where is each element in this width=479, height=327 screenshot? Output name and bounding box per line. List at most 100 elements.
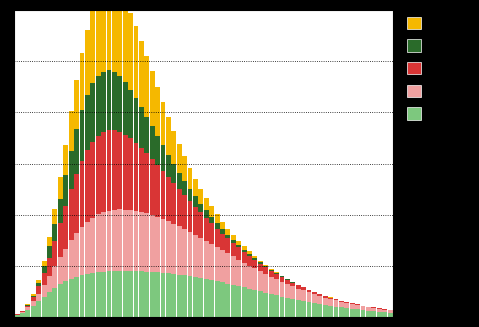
Bar: [123, 271, 127, 317]
Bar: [296, 285, 301, 288]
Bar: [301, 290, 306, 301]
Bar: [333, 299, 339, 301]
Bar: [323, 305, 328, 317]
Bar: [242, 250, 247, 252]
Bar: [290, 283, 295, 286]
Bar: [144, 56, 149, 116]
Bar: [112, 271, 117, 317]
Bar: [333, 301, 339, 307]
Bar: [25, 307, 30, 310]
Bar: [301, 287, 306, 290]
Bar: [160, 171, 165, 219]
Bar: [166, 177, 171, 221]
Bar: [220, 222, 225, 229]
Bar: [355, 304, 360, 305]
Bar: [63, 175, 68, 206]
Bar: [344, 308, 349, 317]
Bar: [188, 276, 193, 317]
Bar: [177, 226, 182, 275]
Bar: [366, 306, 371, 307]
Bar: [74, 174, 79, 233]
Bar: [198, 278, 203, 317]
Bar: [53, 267, 57, 288]
Bar: [31, 296, 36, 298]
Bar: [25, 310, 30, 317]
Bar: [263, 267, 268, 274]
Bar: [274, 279, 279, 295]
Bar: [280, 277, 285, 282]
Bar: [68, 151, 74, 189]
Bar: [215, 229, 219, 247]
Bar: [112, 72, 117, 130]
Bar: [117, 76, 122, 132]
Bar: [42, 285, 46, 297]
Bar: [247, 256, 252, 266]
Bar: [258, 261, 263, 262]
Bar: [344, 303, 349, 308]
Bar: [171, 131, 176, 164]
Bar: [215, 281, 219, 317]
Bar: [47, 258, 52, 276]
Bar: [193, 179, 198, 197]
Bar: [307, 290, 311, 292]
Bar: [85, 222, 90, 274]
Bar: [290, 286, 295, 299]
Bar: [242, 246, 247, 250]
Bar: [182, 156, 187, 181]
Bar: [112, 130, 117, 210]
Bar: [318, 296, 322, 304]
Bar: [231, 243, 236, 256]
Bar: [220, 233, 225, 250]
Bar: [339, 307, 344, 317]
Bar: [166, 273, 171, 317]
Bar: [74, 277, 79, 317]
Bar: [307, 292, 311, 302]
Bar: [25, 306, 30, 307]
Bar: [296, 284, 301, 285]
Bar: [171, 164, 176, 183]
Bar: [242, 287, 247, 317]
Bar: [160, 273, 165, 317]
Bar: [333, 307, 339, 317]
Bar: [42, 266, 46, 273]
Bar: [258, 291, 263, 317]
Bar: [58, 257, 63, 284]
Bar: [258, 271, 263, 291]
Bar: [252, 268, 257, 290]
Bar: [96, 0, 101, 76]
Bar: [25, 304, 30, 305]
Bar: [220, 282, 225, 317]
Bar: [53, 224, 57, 241]
Bar: [150, 159, 155, 215]
Bar: [312, 292, 317, 294]
Bar: [15, 315, 20, 317]
Bar: [182, 195, 187, 229]
Bar: [155, 87, 160, 136]
Bar: [361, 306, 365, 310]
Bar: [134, 98, 138, 143]
Bar: [344, 302, 349, 303]
Bar: [42, 273, 46, 285]
Bar: [209, 280, 214, 317]
Bar: [252, 258, 257, 260]
Bar: [144, 272, 149, 317]
Bar: [106, 0, 112, 70]
Bar: [155, 272, 160, 317]
Bar: [117, 0, 122, 76]
Bar: [193, 234, 198, 277]
Bar: [209, 244, 214, 280]
Bar: [63, 145, 68, 175]
Bar: [123, 82, 127, 134]
Bar: [388, 310, 392, 313]
Bar: [258, 262, 263, 264]
Bar: [355, 309, 360, 317]
Bar: [269, 270, 274, 277]
Bar: [112, 210, 117, 271]
Bar: [171, 224, 176, 274]
Bar: [188, 232, 193, 276]
Bar: [134, 211, 138, 271]
Bar: [193, 207, 198, 234]
Bar: [139, 107, 144, 147]
Bar: [128, 210, 133, 271]
Bar: [198, 212, 203, 238]
